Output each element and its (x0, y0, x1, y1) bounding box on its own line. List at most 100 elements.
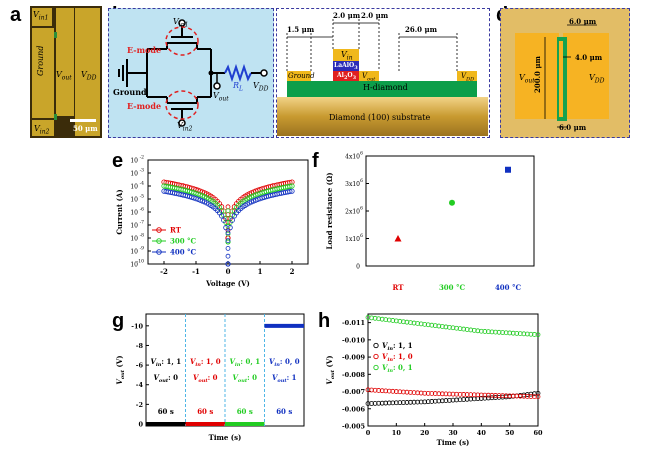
chart-f-xtick-label: 300 °C (439, 283, 466, 292)
chart-h-point (493, 395, 498, 400)
chart-h-point (471, 392, 477, 398)
chart-h-point (443, 324, 449, 330)
chart-h-point (404, 400, 410, 405)
chart-e-xtick-label: -1 (192, 267, 200, 276)
chart-h-point (447, 391, 452, 397)
chart-h-point (524, 393, 530, 399)
chart-f-ytick-label: 0 (356, 264, 360, 271)
chart-h-point (528, 394, 534, 399)
chart-h-xtick-label: 60 (533, 429, 543, 437)
chart-e-ylabel: Current (A) (115, 189, 124, 234)
chart-h-point (401, 400, 406, 405)
chart-h-point (510, 393, 516, 399)
chart-h-point (365, 315, 371, 320)
chart-h-point (447, 324, 452, 330)
chart-h-legend-label: Vin: 1, 1 (382, 341, 413, 352)
chart-h-point (478, 328, 484, 334)
chart-h-point (521, 393, 527, 399)
chart-h-point (390, 318, 396, 323)
chart-h-xtick-label: 30 (448, 429, 458, 437)
chart-h-legend-marker (373, 342, 379, 349)
chart-h-point (369, 315, 374, 321)
chart-h-ytick-label: -0.009 (342, 354, 366, 362)
layer-h-diamond: H-diamond (363, 83, 408, 92)
layout-vdd: VDD (589, 73, 605, 85)
chart-g-time-label: 60 s (158, 407, 174, 416)
chart-h-point (376, 400, 382, 406)
chart-h-point (447, 397, 452, 403)
dim-1-5um: 1.5 μm (287, 25, 315, 34)
circuit-ground: Ground (113, 87, 147, 97)
dim-d-6um-top: 6.0 μm (569, 17, 597, 26)
chart-h-point (415, 321, 420, 326)
chart-h-point (507, 393, 513, 399)
chart-f-marker-400 (505, 166, 511, 173)
chart-h-point (422, 390, 428, 396)
chart-g-vout-label: Vout: 1 (272, 373, 297, 384)
chart-h-point (411, 320, 417, 326)
chart-h-point (439, 324, 445, 329)
panel-a-ground: Ground (36, 45, 45, 76)
chart-h-series-0 (365, 390, 541, 406)
chart-h-point (401, 389, 406, 395)
chart-g-ytick-label: -2 (136, 401, 143, 409)
chart-h-point (376, 388, 382, 393)
chart-h-point (372, 400, 378, 406)
chart-h-point (496, 329, 502, 335)
chart-h-point (532, 391, 537, 397)
dim-2um-a: 2.0 μm (333, 11, 361, 20)
chart-h-point (408, 399, 413, 405)
chart-e-series-2 (161, 188, 295, 267)
chart-f-xtick-label: 400 °C (495, 283, 522, 292)
chart-h-point (422, 399, 428, 405)
chart-e-legend-marker (156, 238, 162, 244)
circuit-vin2: Vin2 (177, 121, 193, 133)
chart-h-point (493, 329, 498, 335)
chart-g-time-label: 60 s (197, 407, 213, 416)
cross-section-diagram (277, 19, 488, 136)
chart-h-legend-label: Vin: 1, 0 (382, 352, 413, 363)
chart-g-vin-label: Vin: 0, 0 (269, 357, 300, 368)
dim-26um: 26.0 μm (405, 25, 438, 34)
chart-h-point (436, 398, 442, 404)
chart-g-logic-output: -10 -8 -6 -4 -2 0 Vout (V) Time (s) Vin: 1, 1 Vou… (115, 313, 305, 442)
chart-g-ytick-label: -10 (131, 322, 143, 330)
electrode-ground: Ground (288, 72, 315, 80)
chart-h-ytick-label: -0.010 (342, 336, 366, 344)
chart-h-point (443, 398, 449, 403)
chart-h-point (500, 330, 505, 335)
chart-h-point (393, 318, 399, 324)
panel-label-f: f (312, 150, 319, 172)
chart-f-marker-300 (449, 199, 455, 206)
chart-h-point (415, 390, 420, 396)
chart-h-point (429, 322, 435, 328)
chart-h-point (432, 323, 438, 329)
chart-e-ytick-exp: -7 (140, 220, 145, 226)
chart-f-marker-rt (394, 235, 402, 242)
chart-e-point (225, 261, 231, 267)
chart-h-point (443, 391, 449, 397)
chart-e-ytick-label: 10 (130, 210, 138, 217)
panel-label-e: e (112, 150, 124, 172)
circuit-emode-bottom: E-mode (127, 101, 162, 111)
panel-b-circuit: Vin1 E-mode Ground E-mode Vin2 Vout RL V… (108, 8, 274, 138)
layer-al2o3: Al2O3 (337, 72, 357, 82)
chart-h-point (393, 400, 399, 406)
chart-h-series-1 (365, 387, 541, 400)
chart-h-point (517, 331, 523, 337)
chart-h-point (457, 397, 463, 403)
chart-h-point (411, 399, 417, 405)
chart-e-legend-marker (156, 227, 162, 233)
chart-h-point (468, 327, 474, 333)
chart-h-point (489, 329, 495, 335)
chart-h-point (390, 388, 396, 394)
chart-h-legend-label: Vin: 0, 1 (382, 363, 413, 374)
chart-f-ytick-exp: 6 (360, 151, 363, 157)
chart-h-point (379, 316, 385, 322)
chart-h-point (503, 330, 509, 336)
chart-e-point (287, 183, 293, 189)
chart-g-ylabel: Vout (V) (115, 355, 126, 384)
chart-h-point (390, 400, 396, 406)
chart-h-point (418, 390, 424, 396)
